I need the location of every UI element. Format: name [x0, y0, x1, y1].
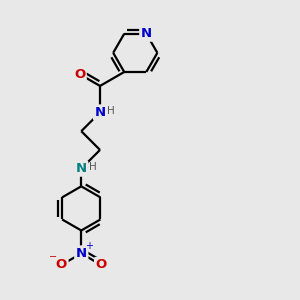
- Text: H: H: [88, 163, 96, 172]
- Text: O: O: [95, 258, 107, 272]
- Text: N: N: [94, 106, 106, 119]
- Text: N: N: [141, 27, 152, 40]
- Text: N: N: [76, 247, 87, 260]
- Text: O: O: [74, 68, 85, 81]
- Text: H: H: [107, 106, 115, 116]
- Text: +: +: [85, 241, 93, 251]
- Text: −: −: [49, 252, 57, 262]
- Text: O: O: [56, 258, 67, 272]
- Text: N: N: [76, 162, 87, 175]
